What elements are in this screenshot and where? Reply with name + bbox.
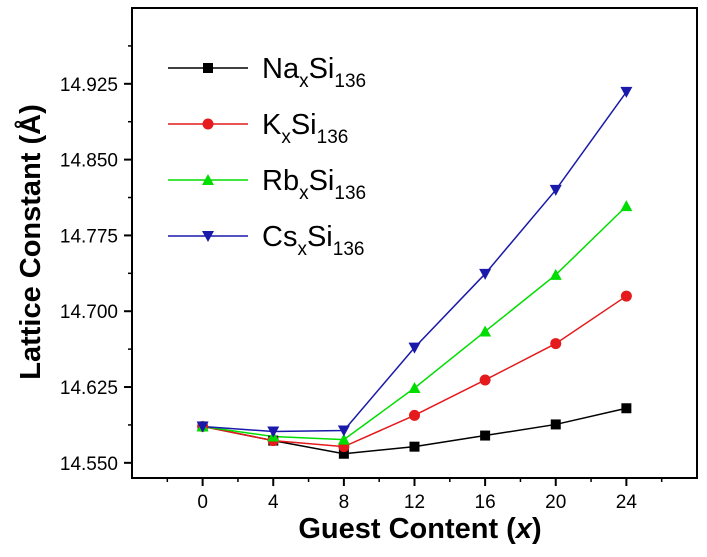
data-point-rb: [479, 325, 492, 337]
data-point-cs: [267, 426, 280, 438]
x-tick-label: 4: [268, 492, 279, 513]
plot-area: 0 4 8 12 16 20 24 14.550 14.625 14.700 14.775 14.85…: [60, 7, 698, 513]
data-point-rb: [549, 268, 562, 280]
legend-marker: [202, 174, 214, 185]
data-point-cs: [196, 421, 209, 433]
y-tick-label: 14.925: [60, 75, 118, 96]
plot-frame: [131, 7, 698, 479]
legend-label: KxSi136: [262, 109, 348, 148]
data-point-cs: [620, 86, 633, 98]
legend-label: CsxSi136: [262, 221, 364, 260]
legend-marker: [203, 63, 213, 73]
x-tick-label: 0: [197, 492, 208, 513]
legend-label: NaxSi136: [262, 53, 366, 92]
data-point-k: [409, 409, 420, 421]
data-point-cs: [479, 268, 492, 280]
data-point-cs: [408, 342, 421, 354]
y-tick-label: 14.700: [60, 302, 118, 323]
y-tick-label: 14.775: [60, 226, 118, 247]
legend: NaxSi136 KxSi136 RbxSi136 CsxSi136: [168, 53, 366, 260]
data-point-rb: [408, 382, 421, 394]
data-point-k: [620, 290, 632, 302]
x-tick-label: 12: [404, 492, 425, 513]
data-point-na: [338, 448, 349, 459]
x-axis-title: Guest Content (x): [298, 513, 541, 545]
data-point-k: [479, 374, 491, 386]
data-point-cs: [549, 184, 562, 196]
data-point-na: [621, 403, 632, 414]
data-point-rb: [337, 433, 350, 445]
data-point-na: [409, 441, 420, 452]
data-point-rb: [620, 200, 633, 212]
legend-label: RbxSi136: [262, 165, 366, 204]
y-axis-title: Lattice Constant (Å): [14, 104, 47, 380]
legend-marker: [202, 118, 214, 130]
y-tick-label: 14.850: [60, 151, 118, 172]
data-point-k: [550, 338, 562, 350]
data-point-na: [550, 419, 561, 430]
y-tick-label: 14.550: [60, 454, 118, 475]
x-tick-label: 8: [339, 492, 350, 513]
series-line-k: [202, 295, 627, 448]
data-point-na: [480, 430, 491, 441]
y-tick-label: 14.625: [60, 378, 118, 399]
data-point-cs: [337, 425, 350, 437]
x-tick-label: 16: [475, 492, 496, 513]
x-tick-label: 24: [616, 492, 638, 513]
series-line-cs: [202, 91, 627, 433]
x-tick-label: 20: [545, 492, 566, 513]
legend-marker: [202, 231, 214, 242]
